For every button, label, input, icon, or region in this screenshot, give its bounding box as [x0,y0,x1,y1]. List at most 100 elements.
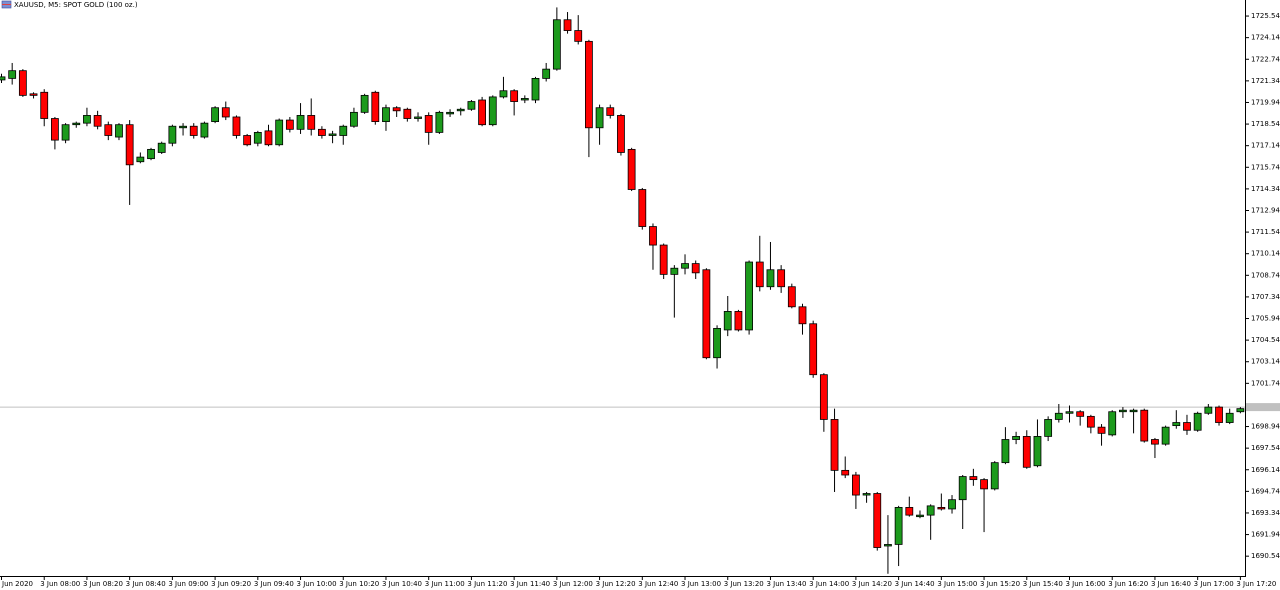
candle-body [136,156,145,163]
candle-body [1065,411,1074,414]
candle-body [1140,409,1149,442]
chart-title: XAUUSD, M5: SPOT GOLD (100 oz.) [14,1,138,9]
x-tick-label: 3 Jun 10:20 [339,580,379,588]
x-tick-label: 3 Jun 16:00 [1066,580,1106,588]
candle-body [478,99,487,126]
candle-body [691,263,700,274]
candle-body [1001,439,1010,464]
candle-body [264,130,273,146]
candle-body [115,124,123,138]
candle-body [8,70,17,79]
y-tick-label: 1724.14 [1251,34,1280,42]
candle-body [542,68,551,79]
x-tick-label: 3 Jun 15:00 [937,580,977,588]
x-tick-label: 3 Jun 13:20 [724,580,764,588]
candle-body [745,261,753,331]
candle-body [969,476,978,481]
y-tick-label: 1698.94 [1251,423,1280,431]
x-tick-label: 3 Jun 16:20 [1108,580,1148,588]
x-tick-label: 3 Jun 14:00 [809,580,849,588]
candle-body [862,493,871,496]
x-tick-label: 3 Jun 09:40 [254,580,294,588]
candle-body [766,269,775,288]
y-tick-label: 1712.94 [1251,206,1280,214]
candle-body [360,94,369,113]
candle-body [809,323,818,376]
candle-body [777,269,786,288]
y-tick-label: 1717.14 [1251,142,1280,150]
candle-body [392,107,401,112]
candle-body [841,469,850,476]
candle-body [296,115,305,130]
y-tick-label: 1714.34 [1251,185,1280,193]
x-tick-label: 3 Jun 14:40 [895,580,935,588]
candle-body [1215,406,1223,423]
y-tick-label: 1693.34 [1251,509,1280,517]
candle-body [787,286,796,308]
candle-body [649,226,657,246]
candle-body [1161,426,1170,445]
candle-body [221,107,230,118]
candle-body [211,107,220,123]
x-tick-label: 3 Jun 10:00 [297,580,337,588]
candle-body [200,122,209,138]
candle-body [350,111,358,127]
candle-body [371,91,380,123]
candle-body [894,507,903,545]
candle-body [1236,408,1245,413]
x-tick-label: 3 Jun 11:20 [467,580,507,588]
candle-body [713,327,721,359]
candle-body [873,493,882,548]
candle-body [1054,412,1063,420]
y-tick-label: 1701.74 [1251,379,1280,387]
x-tick-label: 3 Jun 11:40 [510,580,550,588]
candle-body [1225,412,1234,423]
x-tick-label: 3 Jun 15:40 [1023,580,1063,588]
x-tick-label: Jun 2020 [1,580,33,588]
candle-body [435,111,444,133]
candle-body [339,125,348,136]
candle-body [499,90,508,98]
candle-body [424,115,433,133]
candle-body [83,115,91,124]
candle-body [1119,409,1127,413]
x-tick-label: 3 Jun 13:00 [681,580,721,588]
candle-body [1097,426,1106,434]
candle-body [755,261,764,288]
y-tick-label: 1705.94 [1251,315,1280,323]
candle-body [157,142,166,153]
x-tick-label: 3 Jun 09:20 [211,580,251,588]
candle-body [958,476,967,501]
candle-body [253,132,262,144]
candle-body [606,107,615,116]
candle-body [243,135,252,146]
candle-body [734,311,743,331]
candle-body [467,101,476,110]
candle-body [147,148,155,160]
candle-body [723,311,732,331]
candle-body [510,90,519,102]
y-tick-label: 1715.74 [1251,163,1280,171]
y-tick-label: 1710.14 [1251,250,1280,258]
x-tick-label: 3 Jun 11:00 [425,580,465,588]
candle-body [446,111,454,115]
candle-body [980,479,988,490]
current-price-box [1246,403,1280,412]
x-tick-label: 3 Jun 08:20 [83,580,123,588]
candle-body [520,98,529,101]
y-tick-label: 1694.74 [1251,487,1280,495]
x-tick-label: 3 Jun 17:00 [1194,580,1234,588]
candle-body [585,40,593,129]
candle-body [125,124,134,166]
candle-body [40,91,49,119]
candle-body [1012,436,1020,440]
y-tick-label: 1722.74 [1251,55,1280,63]
candle-body [179,125,187,129]
candle-body [189,125,198,136]
x-tick-label: 3 Jun 10:40 [382,580,422,588]
candle-body [403,108,412,119]
candle-body [990,462,999,490]
x-tick-label: 3 Jun 14:20 [852,580,892,588]
candle-body [1022,436,1031,468]
